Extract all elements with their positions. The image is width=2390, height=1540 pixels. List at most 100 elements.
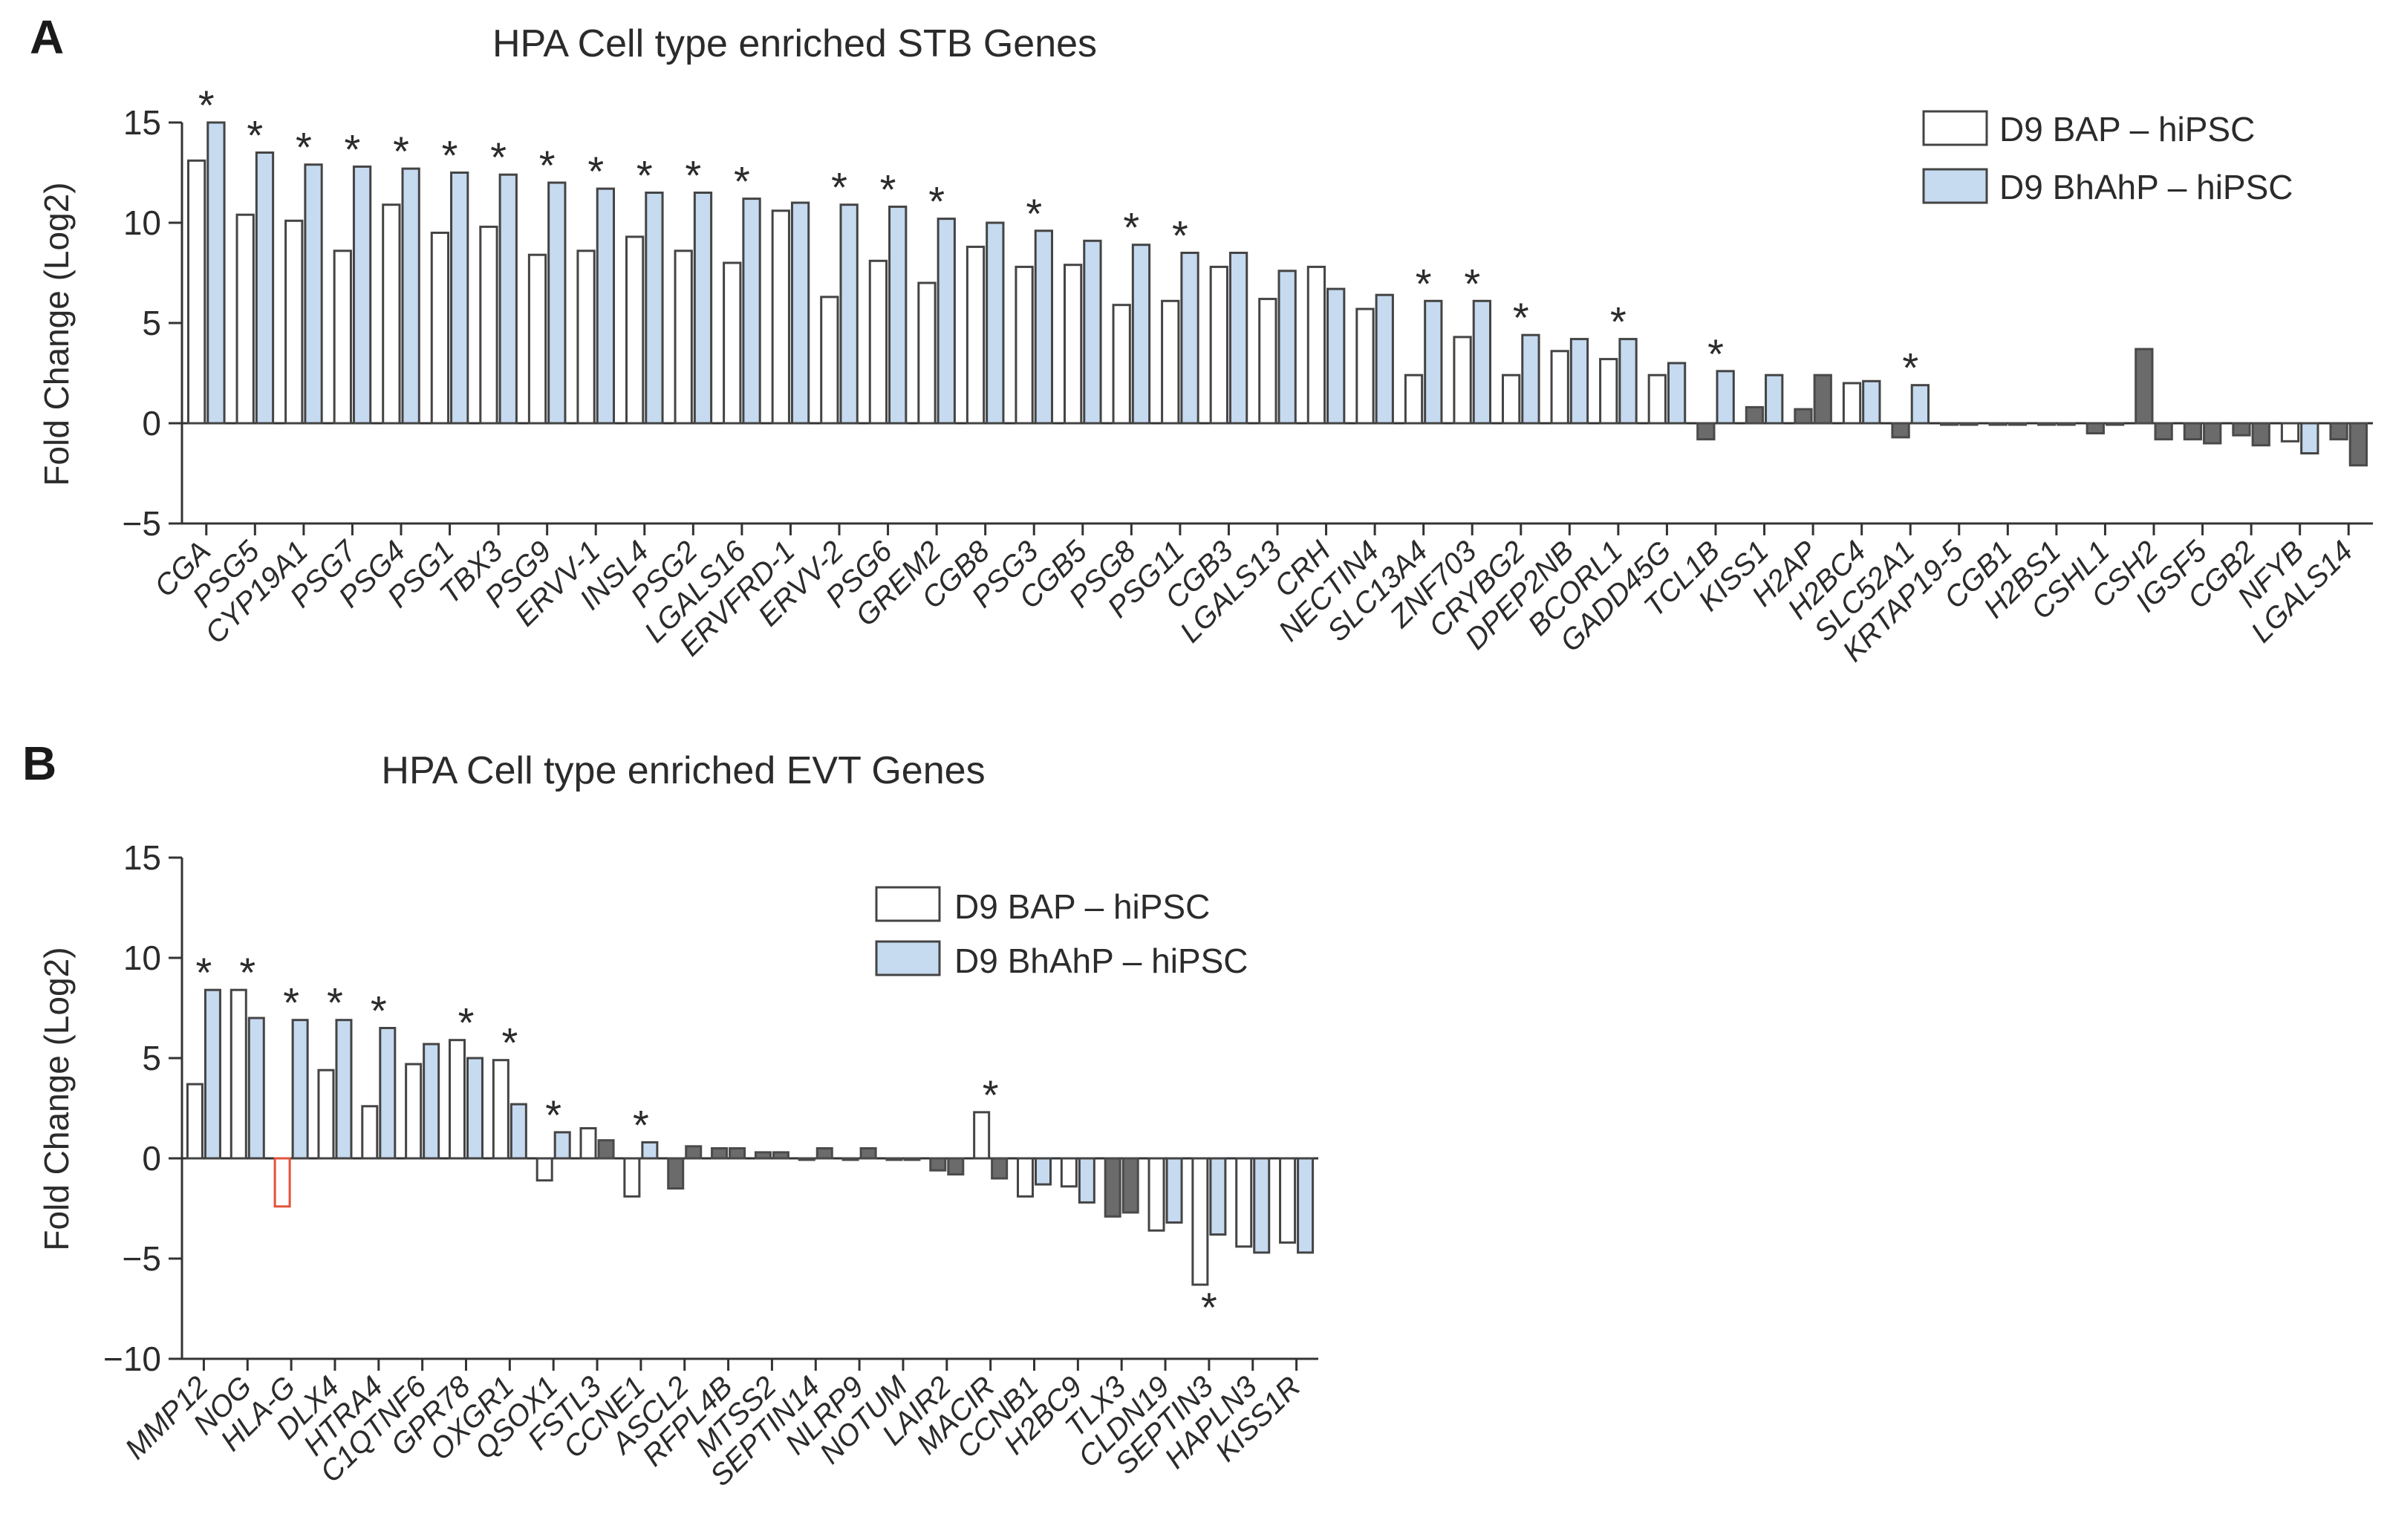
y-tick-label: 5 (142, 304, 161, 342)
bar-bap (405, 1063, 423, 1160)
bar-bhahp (2348, 422, 2368, 467)
bar-bhahp (1521, 333, 1540, 425)
significance-star: * (442, 132, 458, 179)
legend-swatch-bap (1922, 110, 1988, 146)
bar-bap (361, 1105, 379, 1160)
bar-bap (333, 249, 352, 425)
bar-bhahp (1277, 270, 1297, 425)
bar-bap (754, 1151, 772, 1160)
bar-bhahp (1910, 384, 1930, 425)
bar-bap (771, 209, 790, 425)
panel-b-plot: −10−5051015MMP12*NOG*HLA-G*DLX4*HTRA4*C1… (103, 838, 1318, 1492)
bar-bap (2232, 422, 2251, 437)
bar-bhahp (291, 1019, 309, 1160)
significance-star: * (734, 158, 750, 205)
significance-star: * (545, 1092, 561, 1138)
y-tick-label: 0 (142, 404, 161, 443)
bar-bap (1647, 373, 1667, 425)
bar-bap (1891, 422, 1910, 439)
bar-bhahp (1035, 1157, 1052, 1186)
bar-bap (667, 1157, 685, 1190)
y-tick-label: 15 (123, 103, 161, 142)
bar-bhahp (991, 1157, 1009, 1180)
bar-bhahp (772, 1151, 789, 1160)
bar-bap (1258, 298, 1277, 425)
bar-bhahp (423, 1043, 440, 1160)
bar-bap (2037, 422, 2057, 426)
bar-bap (1453, 336, 1472, 425)
significance-star: * (345, 125, 361, 172)
significance-star: * (685, 152, 701, 199)
bar-bhahp (1180, 252, 1199, 425)
legend-label-bap: D9 BAP – hiPSC (1999, 110, 2255, 149)
significance-star: * (393, 128, 409, 174)
panel-b-letter: B (22, 737, 56, 790)
significance-star: * (880, 166, 896, 212)
significance-star: * (1026, 190, 1042, 237)
bar-bap (2183, 422, 2203, 441)
bar-bhahp (401, 167, 420, 425)
bar-bhahp (947, 1157, 965, 1176)
bar-bap (1550, 350, 1569, 425)
bar-bhahp (685, 1145, 703, 1160)
bar-bhahp (815, 1147, 833, 1160)
bar-bap (1112, 304, 1131, 425)
bar-bap (527, 253, 547, 425)
bar-bhahp (247, 1017, 265, 1160)
y-tick-label: 0 (142, 1139, 161, 1178)
bar-bap (186, 1083, 203, 1160)
bar-bap (579, 1127, 597, 1160)
bar-bhahp (693, 192, 713, 425)
bar-bap (1063, 264, 1083, 425)
bar-bap (929, 1157, 947, 1172)
bar-bap (382, 203, 401, 425)
bar-bhahp (2057, 422, 2076, 426)
bar-bhahp (742, 198, 761, 425)
bar-bhahp (335, 1019, 353, 1160)
bar-bhahp (1667, 362, 1687, 425)
legend-swatch-bap (875, 886, 941, 922)
bar-bap (820, 296, 839, 425)
bar-bhahp (1618, 338, 1638, 425)
legend-label-bhahp: D9 BhAhP – hiPSC (1999, 168, 2293, 206)
legend-label-bhahp: D9 BhAhP – hiPSC (954, 942, 1248, 980)
panel-b-legend: D9 BAP – hiPSC D9 BhAhP – hiPSC (875, 886, 1248, 980)
bar-bhahp (597, 1139, 615, 1160)
bar-bap (317, 1068, 335, 1160)
bar-bap (1501, 373, 1521, 425)
bar-bhahp (304, 163, 323, 425)
bar-bhahp (903, 1157, 921, 1161)
bar-bhahp (2251, 422, 2270, 447)
bar-bap (1235, 1157, 1253, 1248)
bar-bap (2280, 422, 2300, 443)
significance-star: * (1902, 345, 1918, 391)
bar-bap (1599, 358, 1618, 425)
bar-bap (841, 1157, 859, 1161)
bar-bhahp (1209, 1157, 1227, 1236)
bar-bhahp (1121, 1157, 1139, 1214)
bar-bap (448, 1039, 466, 1160)
bar-bhahp (1716, 370, 1735, 425)
y-tick-label: 5 (142, 1039, 161, 1077)
bar-bhahp (547, 181, 567, 425)
bar-bap (492, 1059, 509, 1160)
bar-bap (723, 261, 742, 425)
significance-star: * (458, 999, 475, 1046)
y-tick-label: 10 (123, 203, 161, 242)
bar-bhahp (2203, 422, 2222, 445)
panel-a-legend: D9 BAP – hiPSC D9 BhAhP – hiPSC (1922, 110, 2293, 206)
significance-star: * (587, 148, 604, 195)
bar-bhahp (888, 205, 908, 425)
bar-bhahp (379, 1027, 397, 1160)
bar-bhahp (1959, 422, 1979, 426)
significance-star: * (283, 979, 299, 1026)
significance-star: * (296, 124, 312, 171)
significance-star: * (239, 949, 255, 996)
bar-bhahp (466, 1057, 484, 1160)
significance-star: * (371, 988, 387, 1034)
bar-bap (966, 245, 986, 425)
legend-label-bap: D9 BAP – hiPSC (954, 887, 1210, 926)
bar-bhahp (1253, 1157, 1271, 1254)
bar-bap (479, 225, 498, 425)
panel-a-title: HPA Cell type enriched STB Genes (492, 22, 1097, 65)
